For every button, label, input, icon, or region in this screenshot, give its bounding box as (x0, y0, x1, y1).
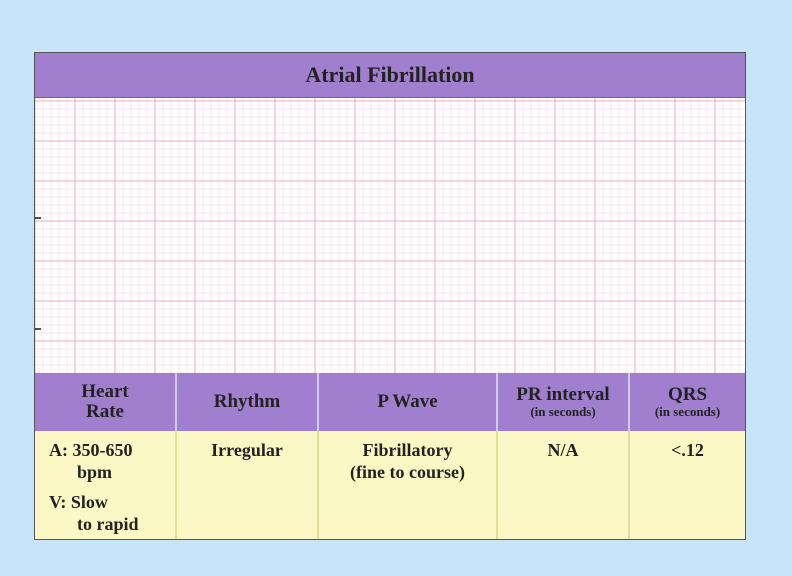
header-cell: QRS (in seconds) (630, 373, 745, 431)
header-text: Rate (86, 401, 124, 422)
header-note: (in seconds) (530, 404, 596, 419)
cell-block: N/A (498, 439, 628, 461)
table-cell: N/A (498, 431, 630, 539)
cell-text: bpm (77, 462, 113, 482)
header-cell: Heart Rate (35, 373, 177, 431)
cell-block: Fibrillatory (fine to course) (319, 439, 496, 483)
title: Atrial Fibrillation (35, 53, 745, 98)
cell-text: Fibrillatory (362, 440, 453, 460)
cell-text: to rapid (77, 514, 139, 534)
header-cell: Rhythm (177, 373, 319, 431)
cell-text: V: Slow (49, 492, 108, 512)
cell-text: Irregular (211, 440, 283, 460)
header-text: PR interval (516, 384, 610, 405)
cell-text: N/A (547, 440, 579, 460)
header-text: QRS (667, 384, 708, 405)
cell-text: A: 350-650 (49, 440, 133, 460)
table-cell: Irregular (177, 431, 319, 539)
header-cell: P Wave (319, 373, 498, 431)
cell-block: Irregular (177, 439, 317, 461)
cell-block: <.12 (630, 439, 745, 461)
cell-block: A: 350-650 bpm (49, 439, 175, 483)
table-cell: Fibrillatory (fine to course) (319, 431, 498, 539)
cell-text: <.12 (671, 440, 704, 460)
header-text: Rhythm (213, 391, 281, 412)
header-text: Heart (81, 381, 129, 402)
header-text: P Wave (377, 391, 438, 412)
ecg-card: Atrial Fibrillation Heart Rate Rhythm P Wav… (34, 52, 746, 540)
ecg-strip (35, 98, 745, 373)
cell-text: (fine to course) (350, 462, 465, 482)
header-cell: PR interval (in seconds) (498, 373, 630, 431)
header-note: (in seconds) (654, 404, 721, 419)
table-cell: A: 350-650 bpm V: Slow to rapid (35, 431, 177, 539)
cell-block: V: Slow to rapid (49, 491, 175, 535)
table-cell: <.12 (630, 431, 745, 539)
